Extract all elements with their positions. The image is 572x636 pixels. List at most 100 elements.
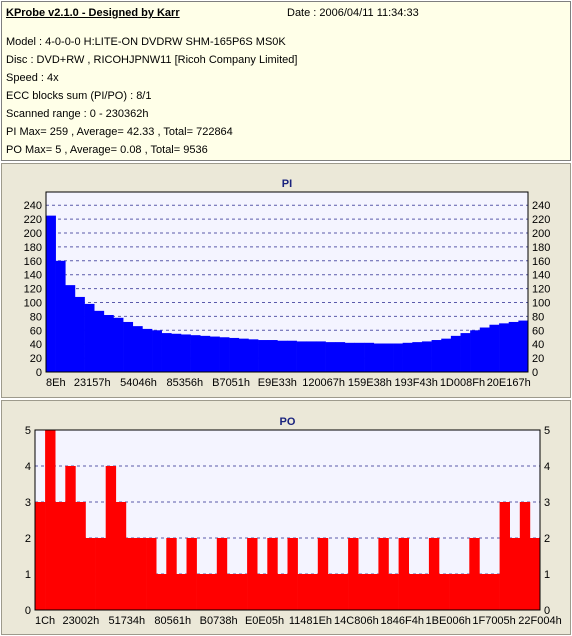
x-tick-label: 1D008Fh: [440, 377, 485, 389]
data-bar: [55, 502, 66, 610]
data-bar: [152, 330, 162, 372]
data-bar: [237, 574, 248, 610]
y-tick-label-right: 5: [544, 425, 550, 437]
data-bar: [132, 326, 143, 372]
data-bar: [190, 335, 201, 372]
data-bar: [196, 574, 207, 610]
data-bar: [402, 342, 413, 372]
data-bar: [84, 303, 95, 372]
x-tick-label: 1846F4h: [381, 615, 424, 627]
data-bar: [378, 538, 389, 610]
y-tick-label-right: 180: [532, 242, 550, 254]
y-tick-label-left: 5: [25, 425, 31, 437]
x-tick-label: 1BE006h: [426, 615, 471, 627]
pi-summary: PI Max= 259 , Average= 42.33 , Total= 72…: [6, 126, 233, 138]
data-bar: [65, 285, 76, 372]
x-tick-label: 22F004h: [518, 615, 561, 627]
y-tick-label-left: 180: [24, 242, 42, 254]
y-tick-label-left: 0: [25, 605, 31, 617]
data-bar: [364, 342, 375, 372]
drive-model: Model : 4-0-0-0 H:LITE-ON DVDRW SHM-165P…: [6, 36, 286, 48]
scan-speed: Speed : 4x: [6, 72, 59, 84]
data-bar: [408, 574, 420, 610]
data-bar: [441, 338, 452, 372]
data-bar: [35, 502, 46, 610]
data-bar: [460, 333, 471, 372]
data-bar: [85, 538, 96, 610]
x-tick-label: 14C806h: [334, 615, 379, 627]
plot-border: [45, 191, 529, 373]
y-tick-label-left: 220: [24, 214, 42, 226]
x-tick-label: 193F43h: [394, 377, 437, 389]
data-bar: [257, 574, 268, 610]
data-bar: [296, 341, 307, 372]
data-bar: [348, 538, 359, 610]
y-tick-label-right: 1: [544, 569, 550, 581]
data-bar: [216, 538, 228, 610]
data-bar: [306, 341, 317, 372]
y-tick-label-left: 160: [24, 256, 42, 268]
y-tick-label-left: 3: [25, 497, 31, 509]
data-bar: [421, 341, 432, 372]
y-tick-label-right: 60: [532, 325, 544, 337]
data-bar: [45, 430, 56, 610]
po-chart: PO 0 0 1 1 2 2 3 3 4 4 5 5 1Ch 23002h 51734h 80561h B0738…: [25, 416, 562, 627]
data-bar: [518, 320, 529, 372]
y-tick-label-left: 1: [25, 569, 31, 581]
data-bar: [186, 538, 197, 610]
y-tick-label-left: 0: [36, 367, 42, 379]
y-tick-label-right: 220: [532, 214, 550, 226]
x-tick-label: E0E05h: [245, 615, 284, 627]
data-bar: [509, 538, 521, 610]
data-bar: [103, 315, 114, 372]
y-tick-label-left: 40: [30, 339, 42, 351]
data-bar: [277, 574, 288, 610]
x-tick-label: 54046h: [120, 377, 157, 389]
data-bar: [459, 574, 470, 610]
data-bar: [393, 343, 403, 372]
data-bar: [317, 538, 329, 610]
data-bar: [123, 321, 134, 372]
data-bar: [267, 538, 278, 610]
x-tick-label: 120067h: [302, 377, 345, 389]
data-bar: [171, 333, 182, 372]
data-bar: [499, 502, 510, 610]
po-summary: PO Max= 5 , Average= 0.08 , Total= 9536: [6, 144, 208, 156]
data-bar: [142, 328, 153, 372]
data-bar: [46, 215, 56, 372]
data-bar: [297, 574, 308, 610]
data-bar: [200, 335, 211, 372]
data-bar: [383, 343, 394, 372]
data-bar: [327, 574, 339, 610]
plot-border: [34, 429, 541, 611]
x-tick-label: 159E38h: [348, 377, 392, 389]
data-bar: [180, 334, 191, 372]
y-tick-label-right: 20: [532, 353, 544, 365]
y-tick-label-left: 240: [24, 200, 42, 212]
data-bar: [55, 260, 66, 372]
data-bar: [209, 336, 220, 372]
data-bar: [287, 340, 297, 372]
data-bar: [479, 574, 490, 610]
y-tick-label-right: 80: [532, 311, 544, 323]
y-tick-label-right: 2: [544, 533, 550, 545]
data-bar: [358, 574, 369, 610]
data-bar: [258, 340, 269, 372]
x-tick-label: 11481Eh: [289, 615, 332, 627]
data-bar: [113, 317, 124, 372]
scan-date: Date : 2006/04/11 11:34:33: [287, 7, 419, 19]
x-tick-label: 51734h: [108, 615, 145, 627]
data-bar: [398, 538, 409, 610]
pi-chart-panel: PI 0 0 20 20 40 40 60 60 80 80 100 100 120 120 140 140 16…: [1, 163, 571, 398]
data-bar: [489, 574, 500, 610]
x-tick-label: 23002h: [63, 615, 100, 627]
data-bar: [428, 538, 440, 610]
data-bar: [287, 538, 298, 610]
data-bar: [338, 574, 349, 610]
po-chart-panel: PO 0 0 1 1 2 2 3 3 4 4 5 5 1Ch 23002h 51734h 80561h B0738…: [1, 400, 571, 635]
x-tick-label: 1Ch: [35, 615, 55, 627]
data-bar: [95, 538, 106, 610]
y-tick-label-left: 4: [25, 461, 31, 473]
data-bar: [75, 502, 86, 610]
ecc-blocks: ECC blocks sum (PI/PO) : 8/1: [6, 90, 152, 102]
